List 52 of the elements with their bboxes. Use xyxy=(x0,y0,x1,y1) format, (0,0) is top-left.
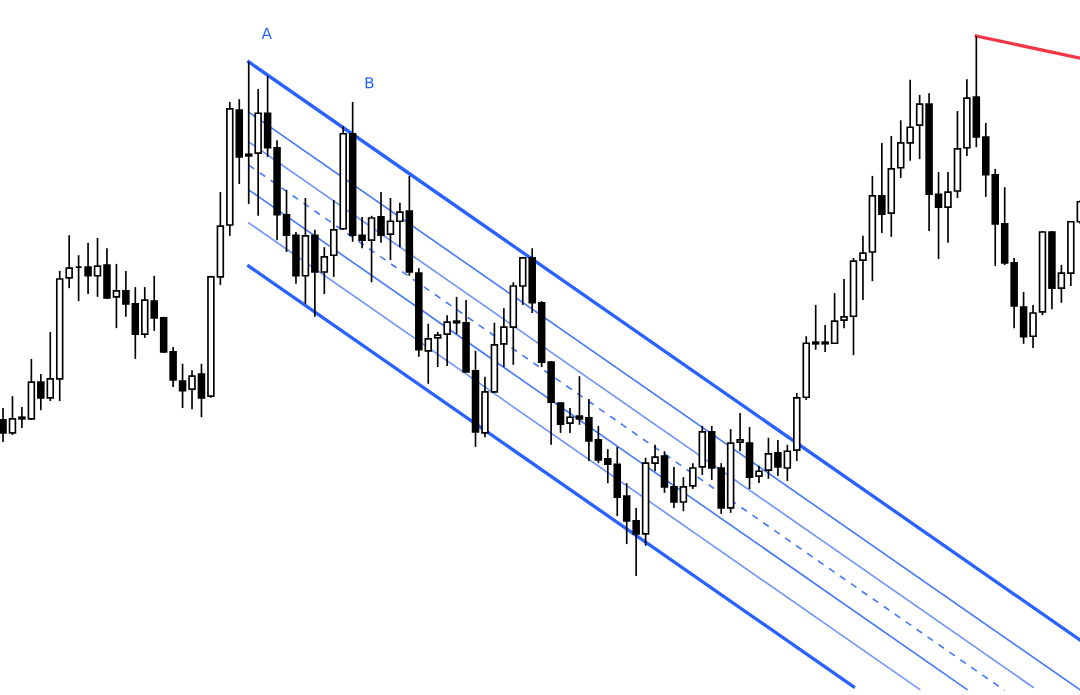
candlestick xyxy=(585,398,593,462)
candlestick xyxy=(811,304,820,351)
candlestick xyxy=(556,401,565,434)
candlestick xyxy=(632,507,640,577)
candlestick xyxy=(500,307,508,368)
candlestick xyxy=(944,171,952,244)
candlestick xyxy=(840,278,848,329)
annotation: A xyxy=(261,27,272,39)
candlestick xyxy=(915,94,924,160)
candlestick xyxy=(367,214,376,284)
candlestick xyxy=(112,263,121,329)
candlestick xyxy=(821,324,829,353)
candlestick xyxy=(566,407,574,434)
candlestick xyxy=(679,476,688,513)
candlestick xyxy=(358,216,366,250)
candlestick xyxy=(934,171,943,260)
candlestick xyxy=(197,362,206,419)
candlestick xyxy=(396,202,404,248)
candlestick xyxy=(84,241,92,295)
candlestick xyxy=(65,234,73,290)
candlestick xyxy=(8,395,17,436)
candlestick xyxy=(878,142,886,234)
candlestick xyxy=(122,270,130,318)
candlestick xyxy=(386,197,395,261)
candlestick xyxy=(689,462,697,490)
candlestick xyxy=(774,439,782,477)
annotation: B xyxy=(365,77,374,89)
candlestick xyxy=(670,466,678,509)
candlestick xyxy=(859,234,867,301)
candlestick xyxy=(575,375,584,426)
candlestick xyxy=(1029,304,1037,349)
candlestick xyxy=(830,292,839,345)
candlestick xyxy=(320,246,329,295)
candlestick xyxy=(452,295,461,335)
candlestick xyxy=(178,362,187,409)
candlestick xyxy=(443,314,451,367)
candlestick xyxy=(764,436,773,480)
candlestick xyxy=(46,331,55,402)
candlestick xyxy=(37,373,45,412)
candlestick xyxy=(18,406,26,429)
candlestick xyxy=(377,191,385,244)
candlestick xyxy=(0,407,7,443)
candlestick xyxy=(651,443,659,473)
candlestick xyxy=(188,369,196,410)
candlestick xyxy=(1057,264,1066,304)
candlestick xyxy=(783,443,792,482)
candlestick xyxy=(736,412,744,453)
candlestick xyxy=(282,189,291,253)
candlestick xyxy=(93,237,102,298)
candlestick xyxy=(433,331,442,368)
candlestick xyxy=(244,61,253,205)
candlestick xyxy=(594,425,603,464)
